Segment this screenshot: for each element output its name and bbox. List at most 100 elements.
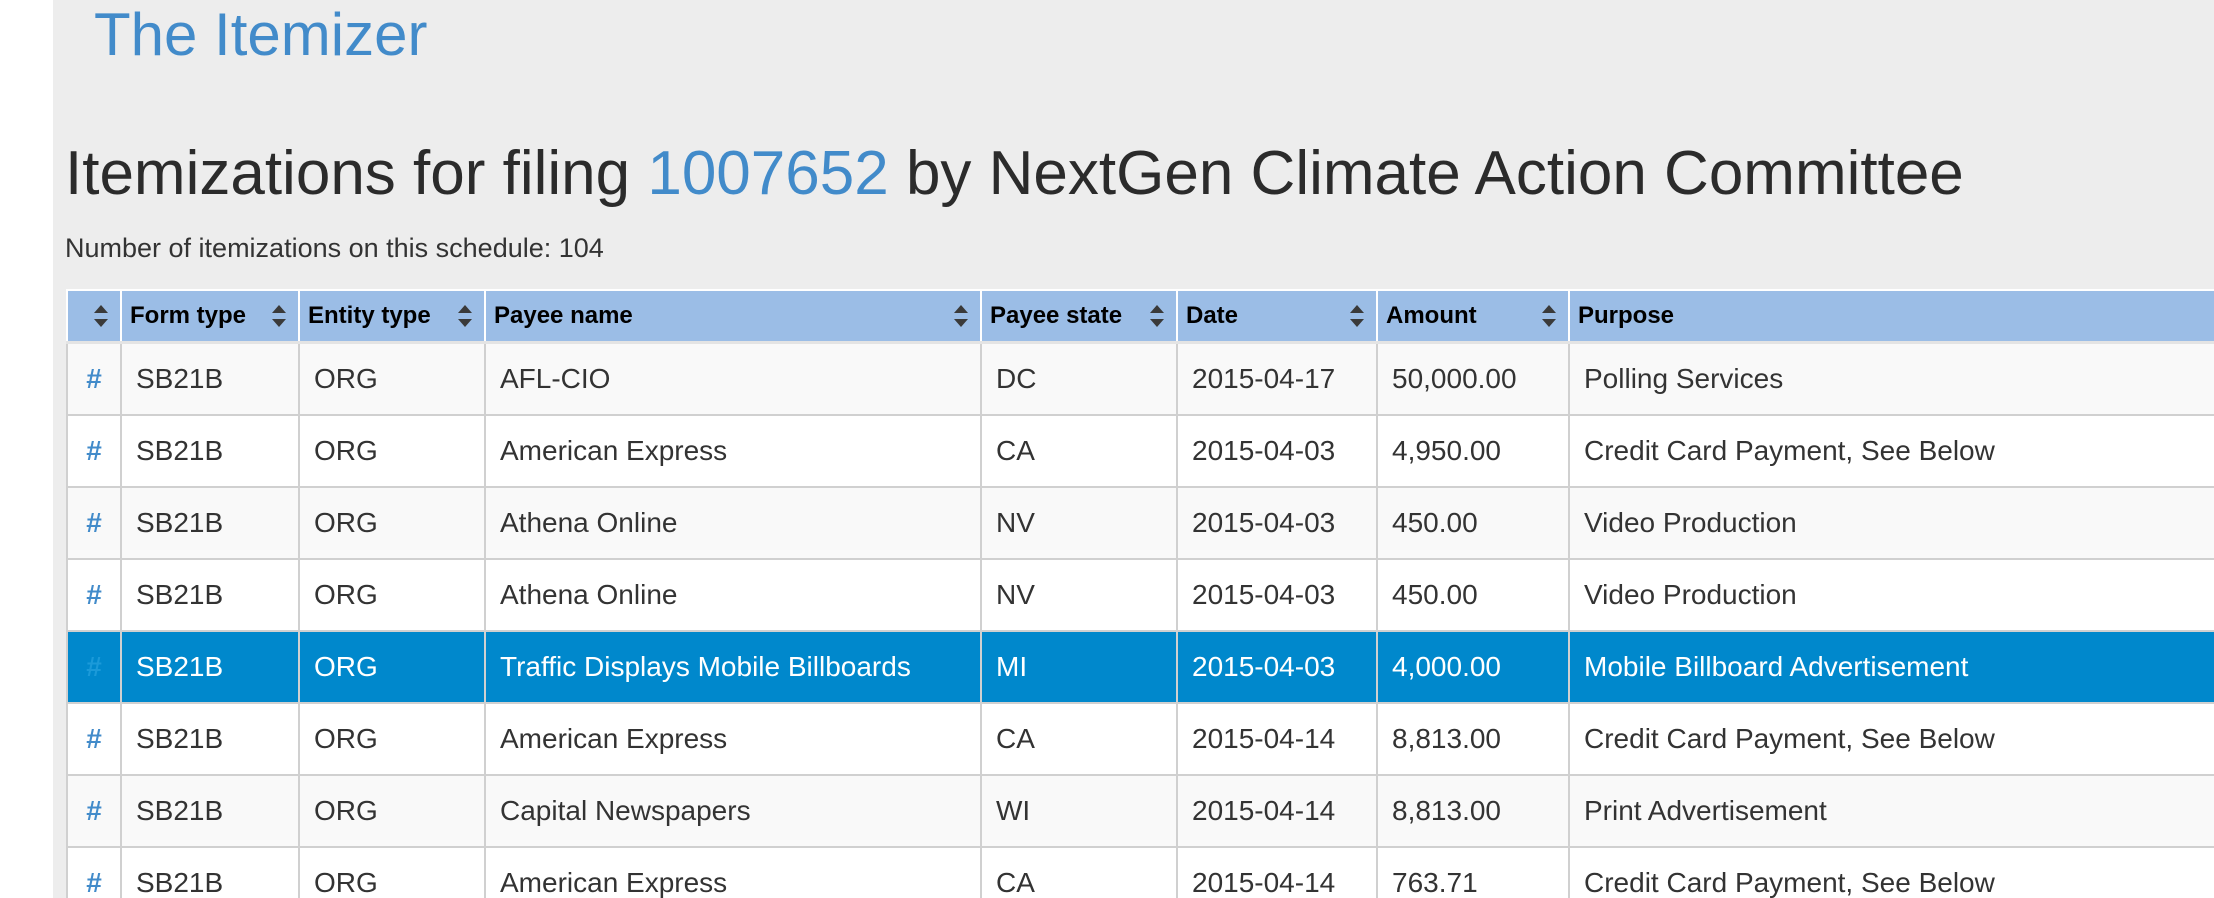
row-permalink[interactable]: # [86,579,102,610]
cell-form-type: SB21B [120,702,300,776]
row-link-cell: # [66,414,122,488]
cell-payee-state: WI [980,774,1178,848]
sort-icon[interactable] [1150,305,1164,327]
cell-payee-name: AFL-CIO [484,341,982,416]
cell-entity-type: ORG [298,486,486,560]
cell-entity-type: ORG [298,630,486,704]
cell-payee-state: NV [980,486,1178,560]
row-permalink[interactable]: # [86,435,102,466]
title-prefix: Itemizations for filing [65,139,648,208]
page-content: The Itemizer Itemizations for filing 100… [53,0,2214,898]
cell-purpose: Video Production [1568,486,2214,560]
column-header-link[interactable] [66,289,122,344]
cell-form-type: SB21B [120,774,300,848]
sort-icon[interactable] [1350,305,1364,327]
table-row[interactable]: # SB21B ORG AFL-CIO DC 2015-04-17 50,000.00 Pol… [66,341,2214,416]
row-link-cell: # [66,846,122,898]
row-link-cell: # [66,630,122,704]
row-permalink[interactable]: # [86,867,102,898]
cell-payee-name: American Express [484,702,982,776]
row-link-cell: # [66,486,122,560]
column-header-amount[interactable]: Amount [1376,289,1570,344]
row-permalink[interactable]: # [86,507,102,538]
cell-amount: 4,000.00 [1376,630,1570,704]
cell-date: 2015-04-14 [1176,846,1378,898]
cell-payee-state: CA [980,702,1178,776]
row-permalink[interactable]: # [86,723,102,754]
cell-payee-state: DC [980,341,1178,416]
left-margin [0,0,53,898]
column-header-entity-type[interactable]: Entity type [298,289,486,344]
itemization-count: Number of itemizations on this schedule:… [65,233,604,263]
cell-date: 2015-04-03 [1176,486,1378,560]
cell-form-type: SB21B [120,486,300,560]
row-permalink[interactable]: # [86,651,102,682]
cell-purpose: Polling Services [1568,341,2214,416]
sort-icon[interactable] [954,305,968,327]
cell-date: 2015-04-14 [1176,702,1378,776]
title-suffix: by NextGen Climate Action Committee [888,139,1964,208]
cell-purpose: Print Advertisement [1568,774,2214,848]
cell-form-type: SB21B [120,341,300,416]
page-title: Itemizations for filing 1007652 by NextG… [65,138,1964,210]
cell-entity-type: ORG [298,846,486,898]
cell-form-type: SB21B [120,630,300,704]
cell-amount: 8,813.00 [1376,774,1570,848]
column-header-purpose[interactable]: Purpose [1568,289,2214,344]
cell-payee-name: Athena Online [484,558,982,632]
cell-entity-type: ORG [298,414,486,488]
cell-amount: 8,813.00 [1376,702,1570,776]
cell-payee-state: CA [980,414,1178,488]
itemizations-table: Form type Entity type Payee name Payee s… [66,289,2214,898]
sort-icon[interactable] [272,305,286,327]
cell-date: 2015-04-03 [1176,558,1378,632]
cell-amount: 763.71 [1376,846,1570,898]
table-row[interactable]: # SB21B ORG American Express CA 2015-04-14 763… [66,846,2214,898]
cell-payee-name: American Express [484,846,982,898]
cell-purpose: Credit Card Payment, See Below [1568,846,2214,898]
row-permalink[interactable]: # [86,363,102,394]
sort-icon[interactable] [1542,305,1556,327]
column-header-form-type[interactable]: Form type [120,289,300,344]
row-link-cell: # [66,341,122,416]
column-header-date[interactable]: Date [1176,289,1378,344]
cell-form-type: SB21B [120,414,300,488]
table-row[interactable]: # SB21B ORG American Express CA 2015-04-03 4,9… [66,414,2214,488]
table-row[interactable]: # SB21B ORG Athena Online NV 2015-04-03 450.00… [66,558,2214,632]
cell-payee-name: American Express [484,414,982,488]
cell-entity-type: ORG [298,341,486,416]
table-row[interactable]: # SB21B ORG Traffic Displays Mobile Billboa… [66,630,2214,704]
table-body: # SB21B ORG AFL-CIO DC 2015-04-17 50,000.00 Pol… [66,341,2214,898]
cell-entity-type: ORG [298,774,486,848]
cell-date: 2015-04-03 [1176,414,1378,488]
table-row[interactable]: # SB21B ORG Capital Newspapers WI 2015-04-14 8… [66,774,2214,848]
table-row[interactable]: # SB21B ORG Athena Online NV 2015-04-03 450.00… [66,486,2214,560]
row-link-cell: # [66,558,122,632]
cell-amount: 50,000.00 [1376,341,1570,416]
cell-payee-name: Athena Online [484,486,982,560]
cell-form-type: SB21B [120,558,300,632]
cell-purpose: Credit Card Payment, See Below [1568,702,2214,776]
cell-date: 2015-04-14 [1176,774,1378,848]
cell-date: 2015-04-17 [1176,341,1378,416]
cell-payee-state: MI [980,630,1178,704]
sort-icon[interactable] [94,305,108,327]
cell-payee-name: Traffic Displays Mobile Billboards [484,630,982,704]
row-permalink[interactable]: # [86,795,102,826]
cell-entity-type: ORG [298,702,486,776]
column-header-payee-name[interactable]: Payee name [484,289,982,344]
cell-purpose: Credit Card Payment, See Below [1568,414,2214,488]
cell-amount: 4,950.00 [1376,414,1570,488]
filing-id-link[interactable]: 1007652 [647,139,889,208]
table-row[interactable]: # SB21B ORG American Express CA 2015-04-14 8,8… [66,702,2214,776]
sort-icon[interactable] [458,305,472,327]
column-header-payee-state[interactable]: Payee state [980,289,1178,344]
brand-link[interactable]: The Itemizer [94,1,428,68]
cell-payee-state: CA [980,846,1178,898]
cell-form-type: SB21B [120,846,300,898]
cell-payee-state: NV [980,558,1178,632]
cell-date: 2015-04-03 [1176,630,1378,704]
cell-amount: 450.00 [1376,558,1570,632]
cell-amount: 450.00 [1376,486,1570,560]
cell-entity-type: ORG [298,558,486,632]
